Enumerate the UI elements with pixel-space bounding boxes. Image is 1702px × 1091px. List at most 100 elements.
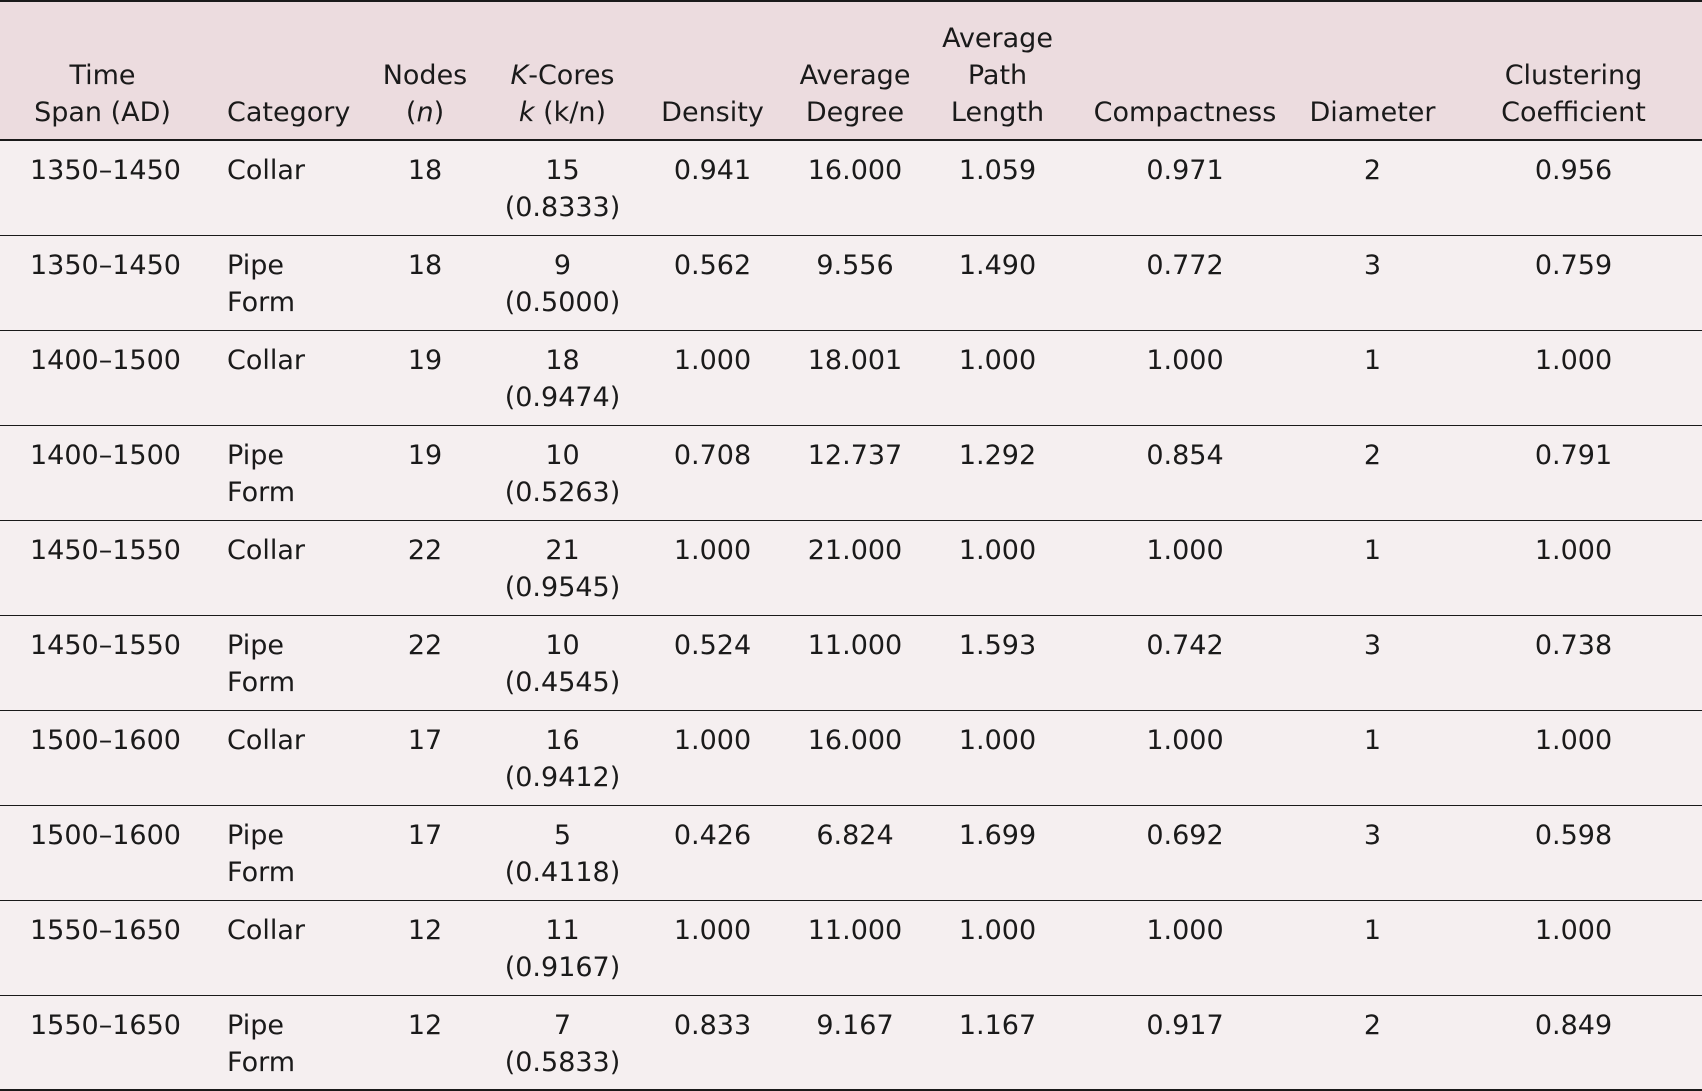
cell-category: Pipe Form [227,439,296,508]
cell-average-degree: 9.167 [816,1009,894,1041]
cell-time-span: 1350–1450 [30,249,181,281]
cell-nodes: 12 [407,1009,443,1041]
cell-category: Collar [227,155,306,186]
cell-category: Pipe Form [227,249,296,318]
header-nodes: Nodes (n) [365,0,485,141]
cell-density: 0.708 [673,439,752,471]
cell-compactness: 1.000 [1146,724,1224,756]
header-average-degree: Average Degree [785,0,925,141]
header-density: Density [640,0,785,141]
cell-average-degree: 9.556 [816,249,894,281]
table-row: 1350–1450 Collar 18 15 (0.8333) 0.941 16.000 1.… [0,140,1702,235]
cell-density: 0.941 [673,155,752,186]
cell-average-path-length: 1.059 [958,155,1037,186]
cell-clustering-coefficient: 0.849 [1534,1009,1613,1041]
cell-k-cores: 11 (0.9167) [485,900,640,995]
cell-k-cores: 10 (0.5263) [485,425,640,520]
cell-compactness: 0.854 [1146,439,1224,471]
cell-nodes: 12 [407,914,443,946]
cell-density: 1.000 [673,914,752,946]
cell-k-ratio: (0.8333) [504,192,621,223]
cell-average-degree: 16.000 [807,724,903,756]
cell-k-cores: 18 (0.9474) [485,330,640,425]
cell-time-span: 1400–1500 [30,344,181,376]
cell-average-path-length: 1.292 [958,439,1037,471]
header-compactness: Compactness [1070,0,1300,141]
cell-k-cores: 21 (0.9545) [485,520,640,615]
table-row: 1500–1600 Pipe Form 17 5 (0.4118) 0.426 6.824 1.… [0,805,1702,900]
cell-compactness: 1.000 [1146,914,1224,946]
cell-category: Collar [227,344,306,376]
cell-average-path-length: 1.000 [958,534,1037,566]
cell-compactness: 0.917 [1146,1009,1224,1041]
cell-time-span: 1550–1650 [30,1009,181,1041]
cell-diameter: 1 [1363,914,1382,946]
header-row: Time Span (AD) Category Nodes (n) K-Core… [0,0,1702,141]
table-row: 1400–1500 Collar 19 18 (0.9474) 1.000 18.001 1.… [0,330,1702,425]
table-row: 1550–1650 Pipe Form 12 7 (0.5833) 0.833 9.167 1.… [0,995,1702,1090]
cell-clustering-coefficient: 1.000 [1534,534,1613,566]
cell-average-path-length: 1.593 [958,629,1037,661]
header-category: Category [205,0,365,141]
cell-density: 0.426 [673,819,752,851]
cell-k-ratio: (0.9412) [504,761,621,793]
cell-compactness: 0.742 [1146,629,1224,661]
cell-clustering-coefficient: 0.759 [1534,249,1613,281]
cell-compactness: 0.692 [1146,819,1224,851]
cell-average-degree: 21.000 [807,534,903,566]
cell-compactness: 0.971 [1146,155,1224,186]
cell-category: Collar [227,724,306,756]
cell-category: Pipe Form [227,819,296,888]
cell-time-span: 1500–1600 [30,819,181,851]
cell-nodes: 22 [407,534,443,566]
cell-compactness: 1.000 [1146,344,1224,376]
cell-average-degree: 12.737 [807,439,903,471]
cell-k-cores: 5 (0.4118) [485,805,640,900]
cell-average-path-length: 1.000 [958,344,1037,376]
cell-average-path-length: 1.699 [958,819,1037,851]
cell-k-cores: 16 (0.9412) [485,710,640,805]
cell-nodes: 18 [407,155,443,186]
cell-clustering-coefficient: 0.738 [1534,629,1613,661]
cell-diameter: 1 [1363,534,1382,566]
cell-k-ratio: (0.9474) [504,381,621,413]
cell-density: 0.562 [673,249,752,281]
cell-k-cores: 9 (0.5000) [485,235,640,330]
cell-diameter: 3 [1363,249,1382,281]
cell-diameter: 3 [1363,819,1382,851]
cell-density: 1.000 [673,724,752,756]
cell-k-ratio: (0.5833) [504,1046,621,1078]
cell-k-cores: 7 (0.5833) [485,995,640,1090]
header-k-cores: K-Cores k (k/n) [485,0,640,141]
cell-nodes: 17 [407,724,443,756]
table-header: Time Span (AD) Category Nodes (n) K-Core… [0,0,1702,141]
table-row: 1450–1550 Collar 22 21 (0.9545) 1.000 21.000 1.… [0,520,1702,615]
cell-category: Collar [227,534,306,566]
cell-average-path-length: 1.000 [958,914,1037,946]
cell-k-ratio: (0.5263) [504,476,621,508]
cell-average-path-length: 1.490 [958,249,1037,281]
cell-k-ratio: (0.5000) [504,286,621,318]
cell-diameter: 2 [1363,439,1382,471]
cell-diameter: 2 [1363,1009,1382,1041]
cell-category: Pipe Form [227,1009,296,1078]
cell-k-cores: 10 (0.4545) [485,615,640,710]
cell-average-path-length: 1.000 [958,724,1037,756]
cell-compactness: 0.772 [1146,249,1224,281]
cell-diameter: 1 [1363,724,1382,756]
table-row: 1350–1450 Pipe Form 18 9 (0.5000) 0.562 9.556 1.… [0,235,1702,330]
cell-time-span: 1350–1450 [30,155,181,186]
cell-nodes: 19 [407,344,443,376]
cell-average-degree: 18.001 [807,344,903,376]
cell-density: 1.000 [673,344,752,376]
cell-density: 0.524 [673,629,752,661]
cell-category: Pipe Form [227,629,296,698]
table-row: 1450–1550 Pipe Form 22 10 (0.4545) 0.524 11.000… [0,615,1702,710]
cell-clustering-coefficient: 0.598 [1534,819,1613,851]
cell-density: 0.833 [673,1009,752,1041]
cell-k-cores: 15 (0.8333) [485,140,640,235]
cell-k-ratio: (0.4545) [504,666,621,698]
cell-average-degree: 16.000 [807,155,903,186]
cell-clustering-coefficient: 1.000 [1534,914,1613,946]
